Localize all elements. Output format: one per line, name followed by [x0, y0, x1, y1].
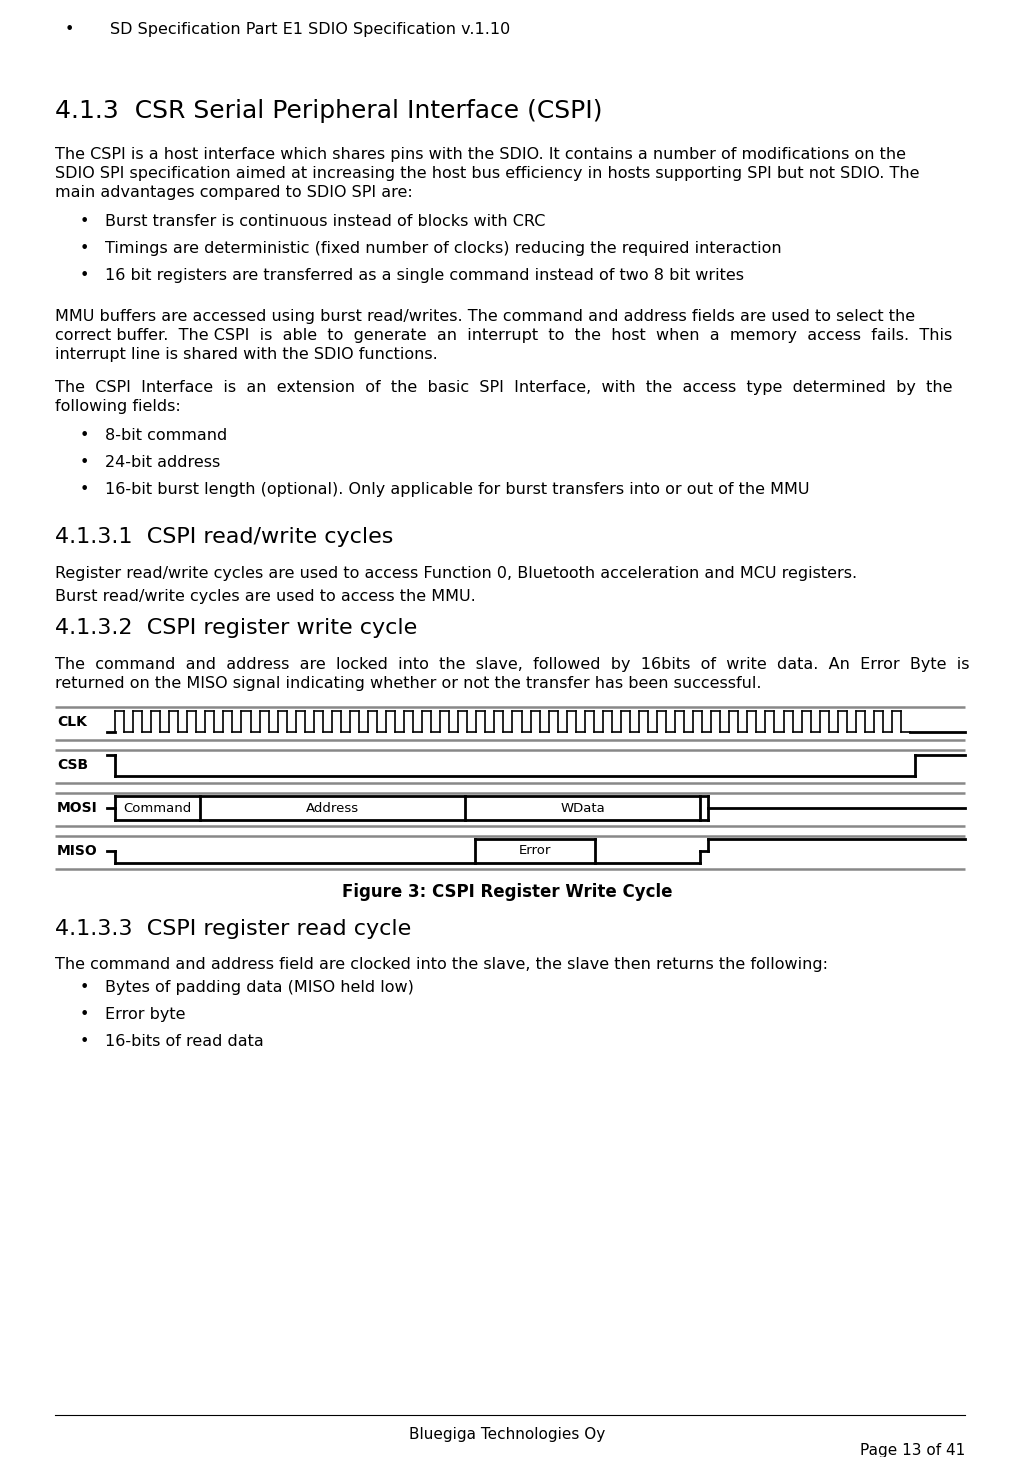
- Text: •: •: [80, 214, 89, 229]
- Text: •: •: [80, 981, 89, 995]
- Text: MISO: MISO: [57, 844, 97, 858]
- Text: The CSPI is a host interface which shares pins with the SDIO. It contains a numb: The CSPI is a host interface which share…: [55, 147, 906, 162]
- Text: 4.1.3.3  CSPI register read cycle: 4.1.3.3 CSPI register read cycle: [55, 919, 412, 938]
- Text: 4.1.3  CSR Serial Peripheral Interface (CSPI): 4.1.3 CSR Serial Peripheral Interface (C…: [55, 99, 602, 122]
- Text: Bytes of padding data (MISO held low): Bytes of padding data (MISO held low): [105, 981, 414, 995]
- Text: The command and address field are clocked into the slave, the slave then returns: The command and address field are clocke…: [55, 957, 828, 972]
- Text: The  command  and  address  are  locked  into  the  slave,  followed  by  16bits: The command and address are locked into …: [55, 657, 969, 672]
- Text: •: •: [80, 482, 89, 497]
- Text: 4.1.3.1  CSPI read/write cycles: 4.1.3.1 CSPI read/write cycles: [55, 527, 393, 546]
- Text: •: •: [80, 1034, 89, 1049]
- Text: 16-bit burst length (optional). Only applicable for burst transfers into or out : 16-bit burst length (optional). Only app…: [105, 482, 809, 497]
- Text: CSB: CSB: [57, 758, 88, 772]
- Text: •: •: [65, 22, 74, 36]
- Text: Burst read/write cycles are used to access the MMU.: Burst read/write cycles are used to acce…: [55, 589, 476, 605]
- Text: main advantages compared to SDIO SPI are:: main advantages compared to SDIO SPI are…: [55, 185, 413, 200]
- Text: Error: Error: [519, 845, 552, 858]
- Text: Page 13 of 41: Page 13 of 41: [860, 1442, 965, 1457]
- Text: Figure 3: CSPI Register Write Cycle: Figure 3: CSPI Register Write Cycle: [342, 883, 672, 900]
- Text: Address: Address: [306, 801, 359, 814]
- Text: SDIO SPI specification aimed at increasing the host bus efficiency in hosts supp: SDIO SPI specification aimed at increasi…: [55, 166, 920, 181]
- Text: Register read/write cycles are used to access Function 0, Bluetooth acceleration: Register read/write cycles are used to a…: [55, 565, 857, 581]
- Text: 16-bits of read data: 16-bits of read data: [105, 1034, 264, 1049]
- Text: MOSI: MOSI: [57, 801, 97, 814]
- Text: SD Specification Part E1 SDIO Specification v.1.10: SD Specification Part E1 SDIO Specificat…: [110, 22, 510, 36]
- Text: Timings are deterministic (fixed number of clocks) reducing the required interac: Timings are deterministic (fixed number …: [105, 240, 782, 256]
- Text: 4.1.3.2  CSPI register write cycle: 4.1.3.2 CSPI register write cycle: [55, 618, 417, 638]
- Text: MMU buffers are accessed using burst read/writes. The command and address fields: MMU buffers are accessed using burst rea…: [55, 309, 915, 323]
- Text: •: •: [80, 455, 89, 471]
- Text: following fields:: following fields:: [55, 399, 180, 414]
- Text: correct buffer.  The CSPI  is  able  to  generate  an  interrupt  to  the  host : correct buffer. The CSPI is able to gene…: [55, 328, 952, 342]
- Text: Error byte: Error byte: [105, 1007, 186, 1021]
- Text: •: •: [80, 240, 89, 256]
- Text: Bluegiga Technologies Oy: Bluegiga Technologies Oy: [409, 1426, 605, 1442]
- Text: The  CSPI  Interface  is  an  extension  of  the  basic  SPI  Interface,  with  : The CSPI Interface is an extension of th…: [55, 380, 952, 395]
- Text: 16 bit registers are transferred as a single command instead of two 8 bit writes: 16 bit registers are transferred as a si…: [105, 268, 744, 283]
- Text: returned on the MISO signal indicating whether or not the transfer has been succ: returned on the MISO signal indicating w…: [55, 676, 762, 691]
- Text: 24-bit address: 24-bit address: [105, 455, 220, 471]
- Text: interrupt line is shared with the SDIO functions.: interrupt line is shared with the SDIO f…: [55, 347, 438, 361]
- Text: WData: WData: [560, 801, 605, 814]
- Text: Burst transfer is continuous instead of blocks with CRC: Burst transfer is continuous instead of …: [105, 214, 546, 229]
- Text: •: •: [80, 428, 89, 443]
- Text: •: •: [80, 268, 89, 283]
- Text: Command: Command: [124, 801, 192, 814]
- Text: CLK: CLK: [57, 715, 87, 728]
- Text: •: •: [80, 1007, 89, 1021]
- Text: 8-bit command: 8-bit command: [105, 428, 227, 443]
